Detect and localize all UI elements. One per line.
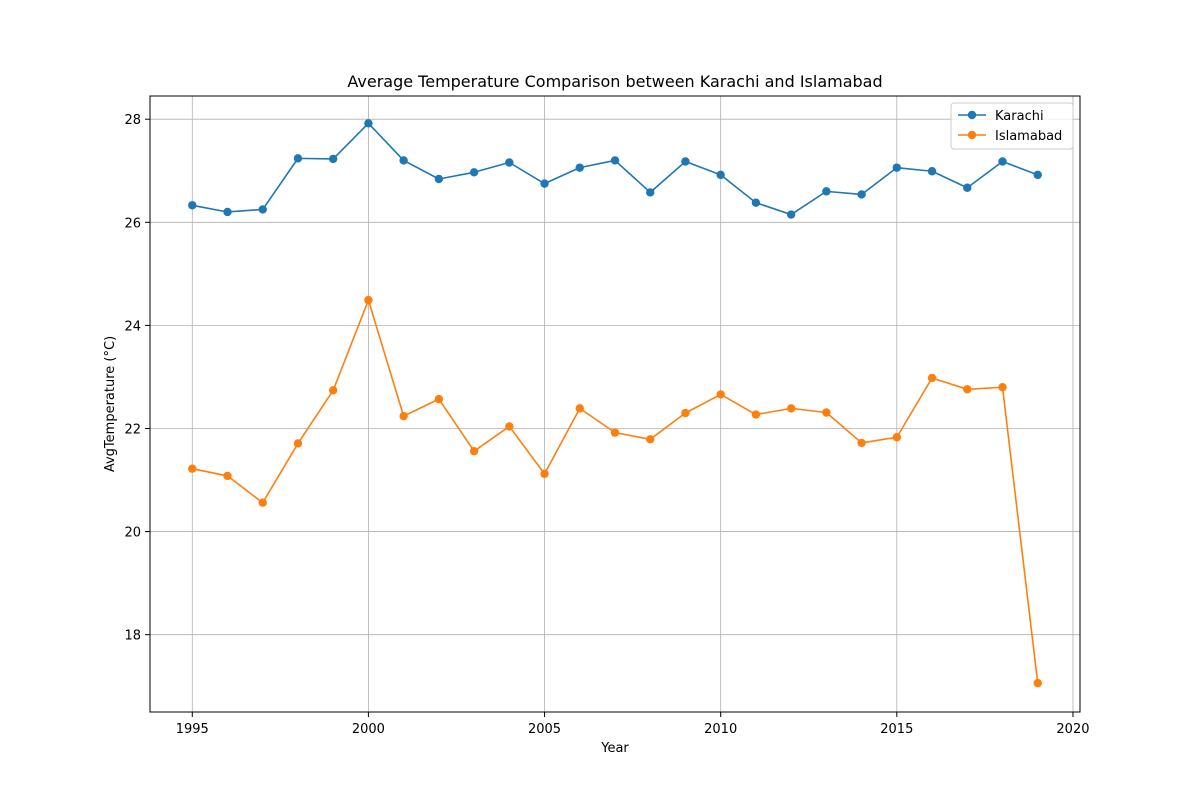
data-point-karachi [364,119,373,128]
data-point-karachi [963,183,972,192]
data-point-islamabad [646,435,655,444]
x-tick-label: 1995 [176,722,209,737]
y-tick-label: 26 [124,216,141,231]
data-point-islamabad [364,295,373,305]
data-point-islamabad [469,446,479,456]
data-point-karachi [610,156,620,165]
data-point-islamabad [258,498,267,507]
data-point-karachi [469,168,479,177]
data-point-karachi [328,154,338,164]
y-axis-label: AvgTemperature (°C) [103,336,118,472]
chart-title: Average Temperature Comparison between K… [347,72,882,91]
legend: Karachi Islamabad [950,102,1074,150]
data-point-islamabad [751,410,761,419]
data-point-karachi [857,190,866,199]
data-point-karachi [223,207,232,217]
y-tick-label: 22 [124,422,141,437]
y-tick-label: 24 [124,319,141,334]
data-point-karachi [751,198,761,207]
data-point-islamabad [399,411,408,421]
data-point-islamabad [188,464,197,473]
series-karachi [188,119,1042,219]
data-point-islamabad [681,408,690,418]
plot-area-frame [149,95,1081,713]
data-point-islamabad [716,390,725,399]
data-point-karachi [434,174,444,184]
data-point-karachi [892,163,902,172]
data-point-karachi [293,154,303,163]
legend-label-karachi: Karachi [995,109,1044,124]
data-point-islamabad [505,422,514,431]
data-point-karachi [646,188,655,197]
x-tick-label: 2010 [704,722,737,737]
data-point-karachi [927,167,937,176]
x-tick-label: 2020 [1056,722,1089,737]
legend-entries: Karachi Islamabad [958,109,1062,144]
legend-entry-karachi: Karachi [958,109,1044,124]
x-tick-label: 2015 [880,722,913,737]
data-point-islamabad [786,404,796,413]
data-point-karachi [505,158,514,167]
data-point-islamabad [223,471,232,481]
data-point-islamabad [328,386,338,395]
data-point-islamabad [540,469,549,479]
data-point-islamabad [998,383,1007,392]
data-point-karachi [998,157,1007,166]
data-point-karachi [540,179,549,188]
data-point-islamabad [963,385,972,394]
data-point-islamabad [610,428,620,437]
x-tick-label: 2005 [528,722,561,737]
data-point-karachi [681,157,690,166]
y-tick-label: 18 [124,629,141,644]
y-tick-label: 28 [124,113,141,128]
data-point-karachi [822,187,831,196]
data-point-islamabad [1033,678,1042,688]
y-tick-label: 20 [124,526,141,541]
legend-entry-islamabad: Islamabad [958,129,1062,144]
series-islamabad [188,295,1042,688]
grid-layer [150,96,1080,712]
data-point-karachi [188,201,197,210]
data-point-karachi [575,163,584,172]
data-point-karachi [258,205,267,214]
data-point-islamabad [892,433,902,442]
x-axis-label: Year [600,741,629,756]
data-point-karachi [786,210,796,219]
data-point-karachi [716,170,725,180]
data-point-karachi [1033,170,1042,180]
data-point-islamabad [434,394,444,404]
legend-marker-karachi [967,110,977,120]
x-tick-label: 2000 [352,722,385,737]
legend-label-islamabad: Islamabad [995,129,1062,144]
data-point-islamabad [857,438,866,448]
tick-layer: 1995 2000 2005 2010 2015 2020 18 20 22 24 26 28 [124,113,1089,737]
data-point-islamabad [575,404,584,413]
series-layer [188,119,1042,688]
legend-marker-islamabad [967,130,977,140]
data-point-karachi [399,156,408,165]
data-point-islamabad [822,408,831,417]
data-point-islamabad [927,373,937,383]
data-point-islamabad [293,439,303,448]
